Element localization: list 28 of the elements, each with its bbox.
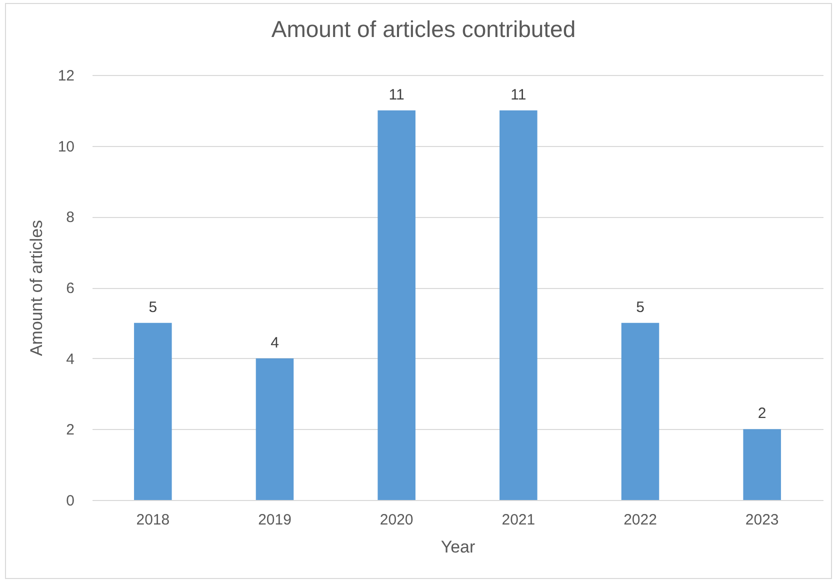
data-label: 5	[148, 298, 158, 316]
bar	[378, 110, 416, 500]
x-tick-label: 2023	[745, 512, 779, 528]
y-tick-label: 4	[66, 350, 74, 368]
y-tick-label: 6	[66, 280, 74, 297]
bar	[621, 322, 660, 500]
y-tick-label: 12	[58, 68, 74, 84]
data-label: 4	[270, 334, 279, 352]
y-tick-label: 2	[66, 422, 74, 439]
chart-title: Amount of articles contributed	[271, 16, 576, 42]
x-axis-title: Year	[440, 538, 476, 556]
data-label: 11	[388, 86, 404, 104]
y-tick-label: 10	[58, 138, 74, 156]
y-tick-label: 8	[66, 209, 74, 226]
x-tick-label: 2021	[502, 512, 536, 528]
y-axis-title: Amount of articles	[26, 220, 46, 356]
x-tick-label: 2022	[624, 512, 657, 528]
bar	[743, 429, 781, 500]
x-tick-label: 2019	[258, 512, 292, 528]
bar	[134, 322, 172, 500]
data-label: 5	[636, 298, 644, 316]
bar	[500, 110, 538, 500]
data-label: 2	[758, 405, 766, 422]
bar	[256, 358, 294, 500]
data-label: 11	[510, 86, 526, 104]
x-tick-label: 2018	[136, 512, 170, 528]
x-tick-label: 2020	[380, 512, 414, 528]
y-tick-label: 0	[66, 492, 74, 510]
